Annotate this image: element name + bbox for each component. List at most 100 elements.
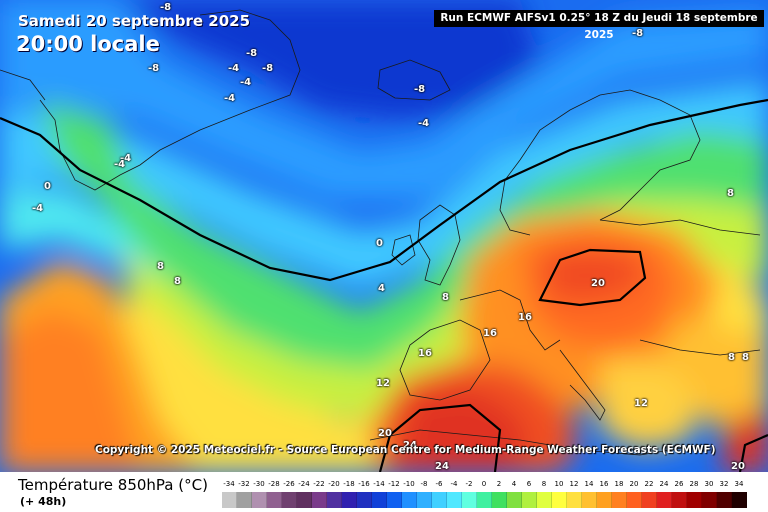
scale-swatch — [417, 492, 432, 508]
contour-label: 4 — [378, 283, 385, 294]
contour-label: 16 — [483, 328, 497, 339]
scale-tick-label: 16 — [599, 480, 609, 488]
copyright-notice: Copyright © 2025 Meteociel.fr - Source E… — [95, 444, 716, 456]
contour-label: -4 — [240, 77, 252, 88]
scale-tick-label: 10 — [554, 480, 564, 488]
variable-title: Température 850hPa (°C) — [18, 476, 208, 494]
scale-swatch — [702, 492, 717, 508]
scale-tick-label: -30 — [253, 480, 265, 488]
contour-label: -4 — [32, 203, 44, 214]
scale-swatch — [717, 492, 732, 508]
scale-swatch — [357, 492, 372, 508]
contour-label: 24 — [403, 440, 417, 451]
scale-tick-label: 30 — [704, 480, 714, 488]
contour-label: 12 — [376, 378, 390, 389]
scale-swatch — [612, 492, 627, 508]
scale-tick-label: 32 — [719, 480, 729, 488]
scale-tick-label: 34 — [734, 480, 744, 488]
scale-swatch — [507, 492, 522, 508]
contour-label: 0 — [376, 238, 383, 249]
contour-label: -4 — [224, 93, 236, 104]
contour-label: 8 — [174, 276, 181, 287]
model-run-banner: Run ECMWF AIFSv1 0.25° 18 Z du Jeudi 18 … — [434, 10, 764, 41]
scale-tick-label: 20 — [629, 480, 639, 488]
contour-label: 8 — [742, 352, 749, 363]
scale-swatch — [642, 492, 657, 508]
scale-tick-label: -8 — [420, 480, 428, 488]
contour-label: -8 — [414, 84, 426, 95]
scale-swatch — [597, 492, 612, 508]
scale-tick-label: 18 — [614, 480, 624, 488]
scale-tick-label: -16 — [358, 480, 370, 488]
scale-tick-label: 0 — [481, 480, 487, 488]
scale-swatch — [462, 492, 477, 508]
scale-tick-label: -12 — [388, 480, 400, 488]
contour-label: -8 — [148, 63, 160, 74]
color-scale: -34 -32 -30 -28 -26 -24 -22 -20 -18 -16 -14 -12 -10-… — [222, 480, 752, 508]
scale-swatch — [282, 492, 297, 508]
contour-label: -4 — [114, 159, 126, 170]
scale-swatch — [732, 492, 747, 508]
scale-tick-label: -24 — [298, 480, 310, 488]
scale-tick-label: 14 — [584, 480, 594, 488]
scale-swatch — [342, 492, 357, 508]
temperature-field — [0, 0, 768, 472]
scale-tick-label: -6 — [435, 480, 443, 488]
scale-tick-label: 4 — [511, 480, 517, 488]
contour-label: -4 — [418, 118, 430, 129]
contour-label: 20 — [731, 461, 745, 472]
scale-swatch — [492, 492, 507, 508]
scale-swatch — [567, 492, 582, 508]
scale-swatch — [372, 492, 387, 508]
contour-label: 12 — [634, 398, 648, 409]
scale-swatch — [552, 492, 567, 508]
scale-tick-label: 12 — [569, 480, 579, 488]
contour-label: -8 — [160, 2, 172, 13]
forecast-time: 20:00 locale — [16, 32, 160, 56]
scale-swatch — [582, 492, 597, 508]
contour-label: 8 — [157, 261, 164, 272]
scale-swatch — [297, 492, 312, 508]
scale-tick-label: 2 — [496, 480, 502, 488]
contour-label: -4 — [120, 153, 132, 164]
scale-swatch — [237, 492, 252, 508]
scale-swatch — [537, 492, 552, 508]
contour-label: 16 — [518, 312, 532, 323]
scale-tick-label: -26 — [283, 480, 295, 488]
contour-label: 8 — [728, 352, 735, 363]
scale-swatch — [267, 492, 282, 508]
contour-label: -4 — [228, 63, 240, 74]
scale-swatch — [447, 492, 462, 508]
scale-tick-label: 22 — [644, 480, 654, 488]
scale-swatch — [477, 492, 492, 508]
scale-tick-label: -34 — [223, 480, 235, 488]
forecast-map: Samedi 20 septembre 2025 20:00 locale Ru… — [0, 0, 768, 472]
contour-label: 16 — [418, 348, 432, 359]
scale-swatch — [312, 492, 327, 508]
scale-tick-label: 6 — [526, 480, 532, 488]
scale-swatch — [672, 492, 687, 508]
scale-tick-label: -14 — [373, 480, 385, 488]
scale-tick-label: 8 — [541, 480, 547, 488]
scale-swatch — [432, 492, 447, 508]
contour-label: -8 — [262, 63, 274, 74]
scale-swatch — [327, 492, 342, 508]
contour-label: 24 — [435, 461, 449, 472]
scale-swatch — [522, 492, 537, 508]
scale-swatch — [687, 492, 702, 508]
scale-tick-label: 24 — [659, 480, 669, 488]
scale-tick-label: -10 — [403, 480, 415, 488]
scale-tick-label: -22 — [313, 480, 325, 488]
scale-tick-label: 28 — [689, 480, 699, 488]
contour-label: 20 — [591, 278, 605, 289]
contour-label: 8 — [727, 188, 734, 199]
map-footer: Température 850hPa (°C) (+ 48h) -34 -32 -3… — [0, 472, 768, 512]
contour-label: 20 — [378, 428, 392, 439]
scale-tick-label: -28 — [268, 480, 280, 488]
contour-label: -8 — [632, 28, 644, 39]
scale-tick-label: -2 — [465, 480, 473, 488]
scale-tick-label: 26 — [674, 480, 684, 488]
scale-tick-label: -32 — [238, 480, 250, 488]
contour-label: 8 — [442, 292, 449, 303]
scale-swatch — [627, 492, 642, 508]
